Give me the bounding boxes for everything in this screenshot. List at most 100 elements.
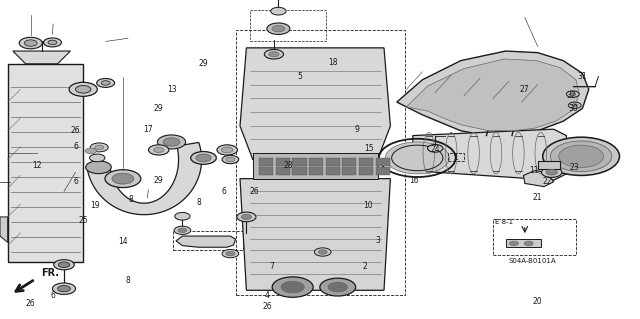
Bar bbox=[326, 158, 340, 166]
Bar bbox=[8, 64, 83, 262]
Circle shape bbox=[226, 157, 235, 162]
Circle shape bbox=[267, 23, 290, 34]
Text: 26: 26 bbox=[26, 299, 36, 308]
Circle shape bbox=[191, 152, 216, 164]
Text: 19: 19 bbox=[90, 201, 100, 210]
Text: 15: 15 bbox=[364, 144, 374, 153]
Text: 24: 24 bbox=[430, 145, 440, 154]
Text: 23: 23 bbox=[570, 163, 580, 172]
Circle shape bbox=[546, 169, 557, 175]
Text: 5: 5 bbox=[297, 72, 302, 81]
Circle shape bbox=[90, 154, 105, 162]
Bar bbox=[376, 167, 390, 175]
Bar bbox=[309, 167, 323, 175]
Circle shape bbox=[90, 143, 108, 152]
Bar bbox=[292, 158, 307, 166]
Bar bbox=[359, 167, 373, 175]
Circle shape bbox=[85, 148, 97, 154]
Circle shape bbox=[541, 167, 562, 177]
Text: 31: 31 bbox=[577, 72, 588, 81]
Bar bbox=[250, 10, 326, 41]
Circle shape bbox=[154, 147, 164, 152]
Polygon shape bbox=[0, 217, 8, 242]
Circle shape bbox=[48, 40, 57, 45]
Polygon shape bbox=[240, 48, 390, 160]
Text: 18: 18 bbox=[328, 58, 337, 67]
Circle shape bbox=[19, 37, 42, 49]
Circle shape bbox=[175, 212, 190, 220]
Text: 6: 6 bbox=[221, 187, 227, 196]
Text: 4: 4 bbox=[265, 291, 270, 300]
Text: 8: 8 bbox=[129, 195, 134, 204]
Circle shape bbox=[217, 145, 237, 155]
Circle shape bbox=[95, 145, 104, 150]
Polygon shape bbox=[240, 179, 390, 290]
Circle shape bbox=[272, 277, 313, 297]
Text: 22: 22 bbox=[543, 177, 552, 186]
Circle shape bbox=[272, 26, 285, 32]
Text: 26: 26 bbox=[250, 187, 260, 196]
Circle shape bbox=[112, 173, 134, 184]
Circle shape bbox=[572, 104, 578, 107]
Text: 20: 20 bbox=[532, 297, 543, 306]
Circle shape bbox=[314, 248, 331, 256]
Text: 21: 21 bbox=[533, 193, 542, 202]
Text: FR.: FR. bbox=[42, 268, 60, 278]
Circle shape bbox=[86, 161, 111, 174]
Circle shape bbox=[568, 102, 581, 108]
Text: 29: 29 bbox=[198, 59, 209, 68]
Circle shape bbox=[550, 141, 612, 172]
Text: 29: 29 bbox=[154, 104, 164, 113]
Circle shape bbox=[509, 241, 518, 246]
Circle shape bbox=[97, 78, 115, 87]
Circle shape bbox=[105, 170, 141, 188]
Bar bbox=[493, 219, 576, 255]
Text: 17: 17 bbox=[143, 125, 154, 134]
Bar bbox=[292, 167, 307, 175]
Text: 6: 6 bbox=[73, 177, 78, 186]
Bar bbox=[326, 167, 340, 175]
Bar bbox=[309, 158, 323, 166]
Circle shape bbox=[543, 137, 620, 175]
Circle shape bbox=[24, 40, 37, 46]
Polygon shape bbox=[413, 129, 566, 180]
Bar bbox=[538, 161, 560, 169]
Text: 16: 16 bbox=[409, 176, 419, 185]
Text: 32: 32 bbox=[566, 91, 576, 100]
Bar bbox=[259, 158, 273, 166]
Circle shape bbox=[428, 145, 443, 152]
Circle shape bbox=[222, 155, 239, 164]
Circle shape bbox=[237, 212, 256, 222]
Circle shape bbox=[264, 49, 284, 59]
Bar bbox=[448, 153, 464, 161]
Circle shape bbox=[320, 278, 356, 296]
Text: 7: 7 bbox=[269, 262, 275, 271]
Polygon shape bbox=[176, 236, 236, 247]
Circle shape bbox=[318, 250, 327, 254]
Circle shape bbox=[52, 283, 76, 294]
Text: S04A-B0101A: S04A-B0101A bbox=[509, 258, 556, 264]
Polygon shape bbox=[397, 51, 589, 136]
Text: 12: 12 bbox=[33, 161, 42, 170]
Circle shape bbox=[226, 251, 235, 256]
Circle shape bbox=[271, 7, 286, 15]
Text: E 8-1: E 8-1 bbox=[495, 219, 513, 225]
Text: 6: 6 bbox=[51, 291, 56, 300]
Bar bbox=[173, 231, 243, 250]
Text: 26: 26 bbox=[262, 302, 273, 311]
Text: 2: 2 bbox=[362, 262, 367, 271]
Bar bbox=[342, 167, 356, 175]
Text: 30: 30 bbox=[568, 104, 578, 113]
Bar bbox=[259, 167, 273, 175]
Circle shape bbox=[76, 85, 91, 93]
Text: 10: 10 bbox=[363, 201, 373, 210]
Text: 6: 6 bbox=[73, 142, 78, 151]
Circle shape bbox=[178, 228, 187, 233]
Text: 8: 8 bbox=[125, 276, 131, 285]
Bar bbox=[236, 30, 405, 295]
Circle shape bbox=[174, 226, 191, 234]
Circle shape bbox=[44, 38, 61, 47]
Bar bbox=[359, 158, 373, 166]
Circle shape bbox=[281, 281, 304, 293]
Text: 25: 25 bbox=[78, 216, 88, 225]
